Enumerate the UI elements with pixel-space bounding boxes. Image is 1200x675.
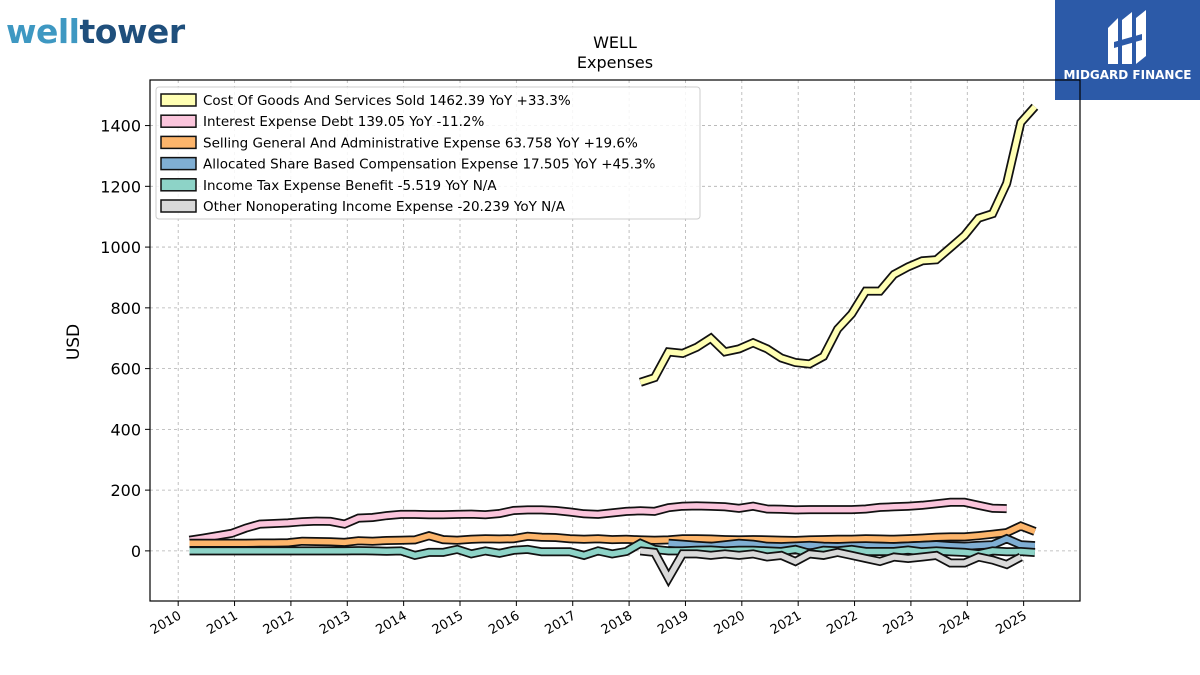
series-1 [188, 497, 1007, 545]
legend-swatch [160, 93, 197, 107]
plot-frame [149, 79, 1081, 602]
x-tick-label: 2024 [937, 608, 973, 638]
chart-subtitle: Expenses [577, 53, 653, 72]
series-5 [639, 546, 1023, 588]
x-tick-label: 2015 [430, 608, 466, 638]
midgard-emblem-icon [1108, 10, 1146, 64]
series-line [640, 548, 1023, 584]
legend-swatch [160, 156, 197, 171]
x-tick-label: 2011 [204, 608, 240, 638]
legend-entry: Other Nonoperating Income Expense -20.23… [203, 199, 566, 215]
legend-entry: Income Tax Expense Benefit -5.519 YoY N/… [203, 178, 497, 194]
x-tick-label: 2017 [543, 608, 579, 638]
x-tick-label: 2021 [768, 608, 804, 638]
legend-swatch [160, 135, 197, 150]
legend: Cost Of Goods And Services Sold 1462.39 … [155, 86, 701, 220]
x-tick-label: 2018 [599, 608, 635, 638]
x-tick-label: 2019 [655, 608, 691, 638]
series-line [189, 499, 1007, 543]
series-0 [639, 103, 1039, 387]
x-tick-label: 2010 [148, 608, 184, 638]
legend-entry: Cost Of Goods And Services Sold 1462.39 … [203, 93, 571, 109]
y-tick-label: 1000 [100, 238, 141, 257]
x-tick-label: 2012 [261, 608, 297, 638]
series-line [189, 540, 1036, 559]
x-axis-ticks: 2010 2011 2012 2013 2014 2015 2016 2017 2018 2019… [148, 601, 1030, 638]
x-tick-label: 2022 [824, 608, 860, 638]
y-tick-label: 1200 [100, 177, 141, 196]
x-tick-label: 2025 [993, 608, 1029, 638]
midgard-brand-text: MIDGARD FINANCE [1063, 68, 1192, 82]
legend-swatch [160, 114, 197, 128]
legend-entry: Allocated Share Based Compensation Expen… [203, 157, 656, 173]
legend-swatch [160, 178, 197, 192]
series-2 [189, 521, 1037, 548]
welltower-logo: welltower [6, 2, 185, 62]
plot-area [188, 103, 1039, 588]
chart-title: WELL [593, 33, 637, 52]
y-axis-ticks: 0 200 400 600 800 1000 1200 1400 [100, 117, 150, 561]
legend-entry: Selling General And Administrative Expen… [203, 135, 638, 151]
x-tick-label: 2014 [373, 608, 409, 638]
legend-swatch [160, 199, 197, 213]
legend-box [155, 86, 701, 220]
logo-text-tower: tower [79, 12, 186, 51]
series-line [639, 104, 1037, 385]
x-tick-label: 2020 [712, 608, 748, 638]
y-tick-label: 200 [110, 481, 141, 500]
y-tick-label: 600 [110, 360, 141, 379]
x-tick-label: 2023 [881, 608, 917, 638]
legend-entry: Interest Expense Debt 139.05 YoY -11.2% [203, 114, 484, 130]
logo-text-well: well [6, 12, 80, 51]
x-tick-label: 2016 [486, 608, 522, 638]
series-4 [189, 538, 1036, 561]
y-tick-label: 400 [110, 420, 141, 439]
midgard-finance-logo: MIDGARD FINANCE [1055, 0, 1200, 100]
y-tick-label: 0 [131, 542, 141, 561]
y-axis-label: USD [64, 324, 84, 360]
y-tick-label: 800 [110, 299, 141, 318]
y-tick-label: 1400 [100, 117, 141, 136]
x-tick-label: 2013 [317, 608, 353, 638]
series-line [189, 523, 1036, 547]
